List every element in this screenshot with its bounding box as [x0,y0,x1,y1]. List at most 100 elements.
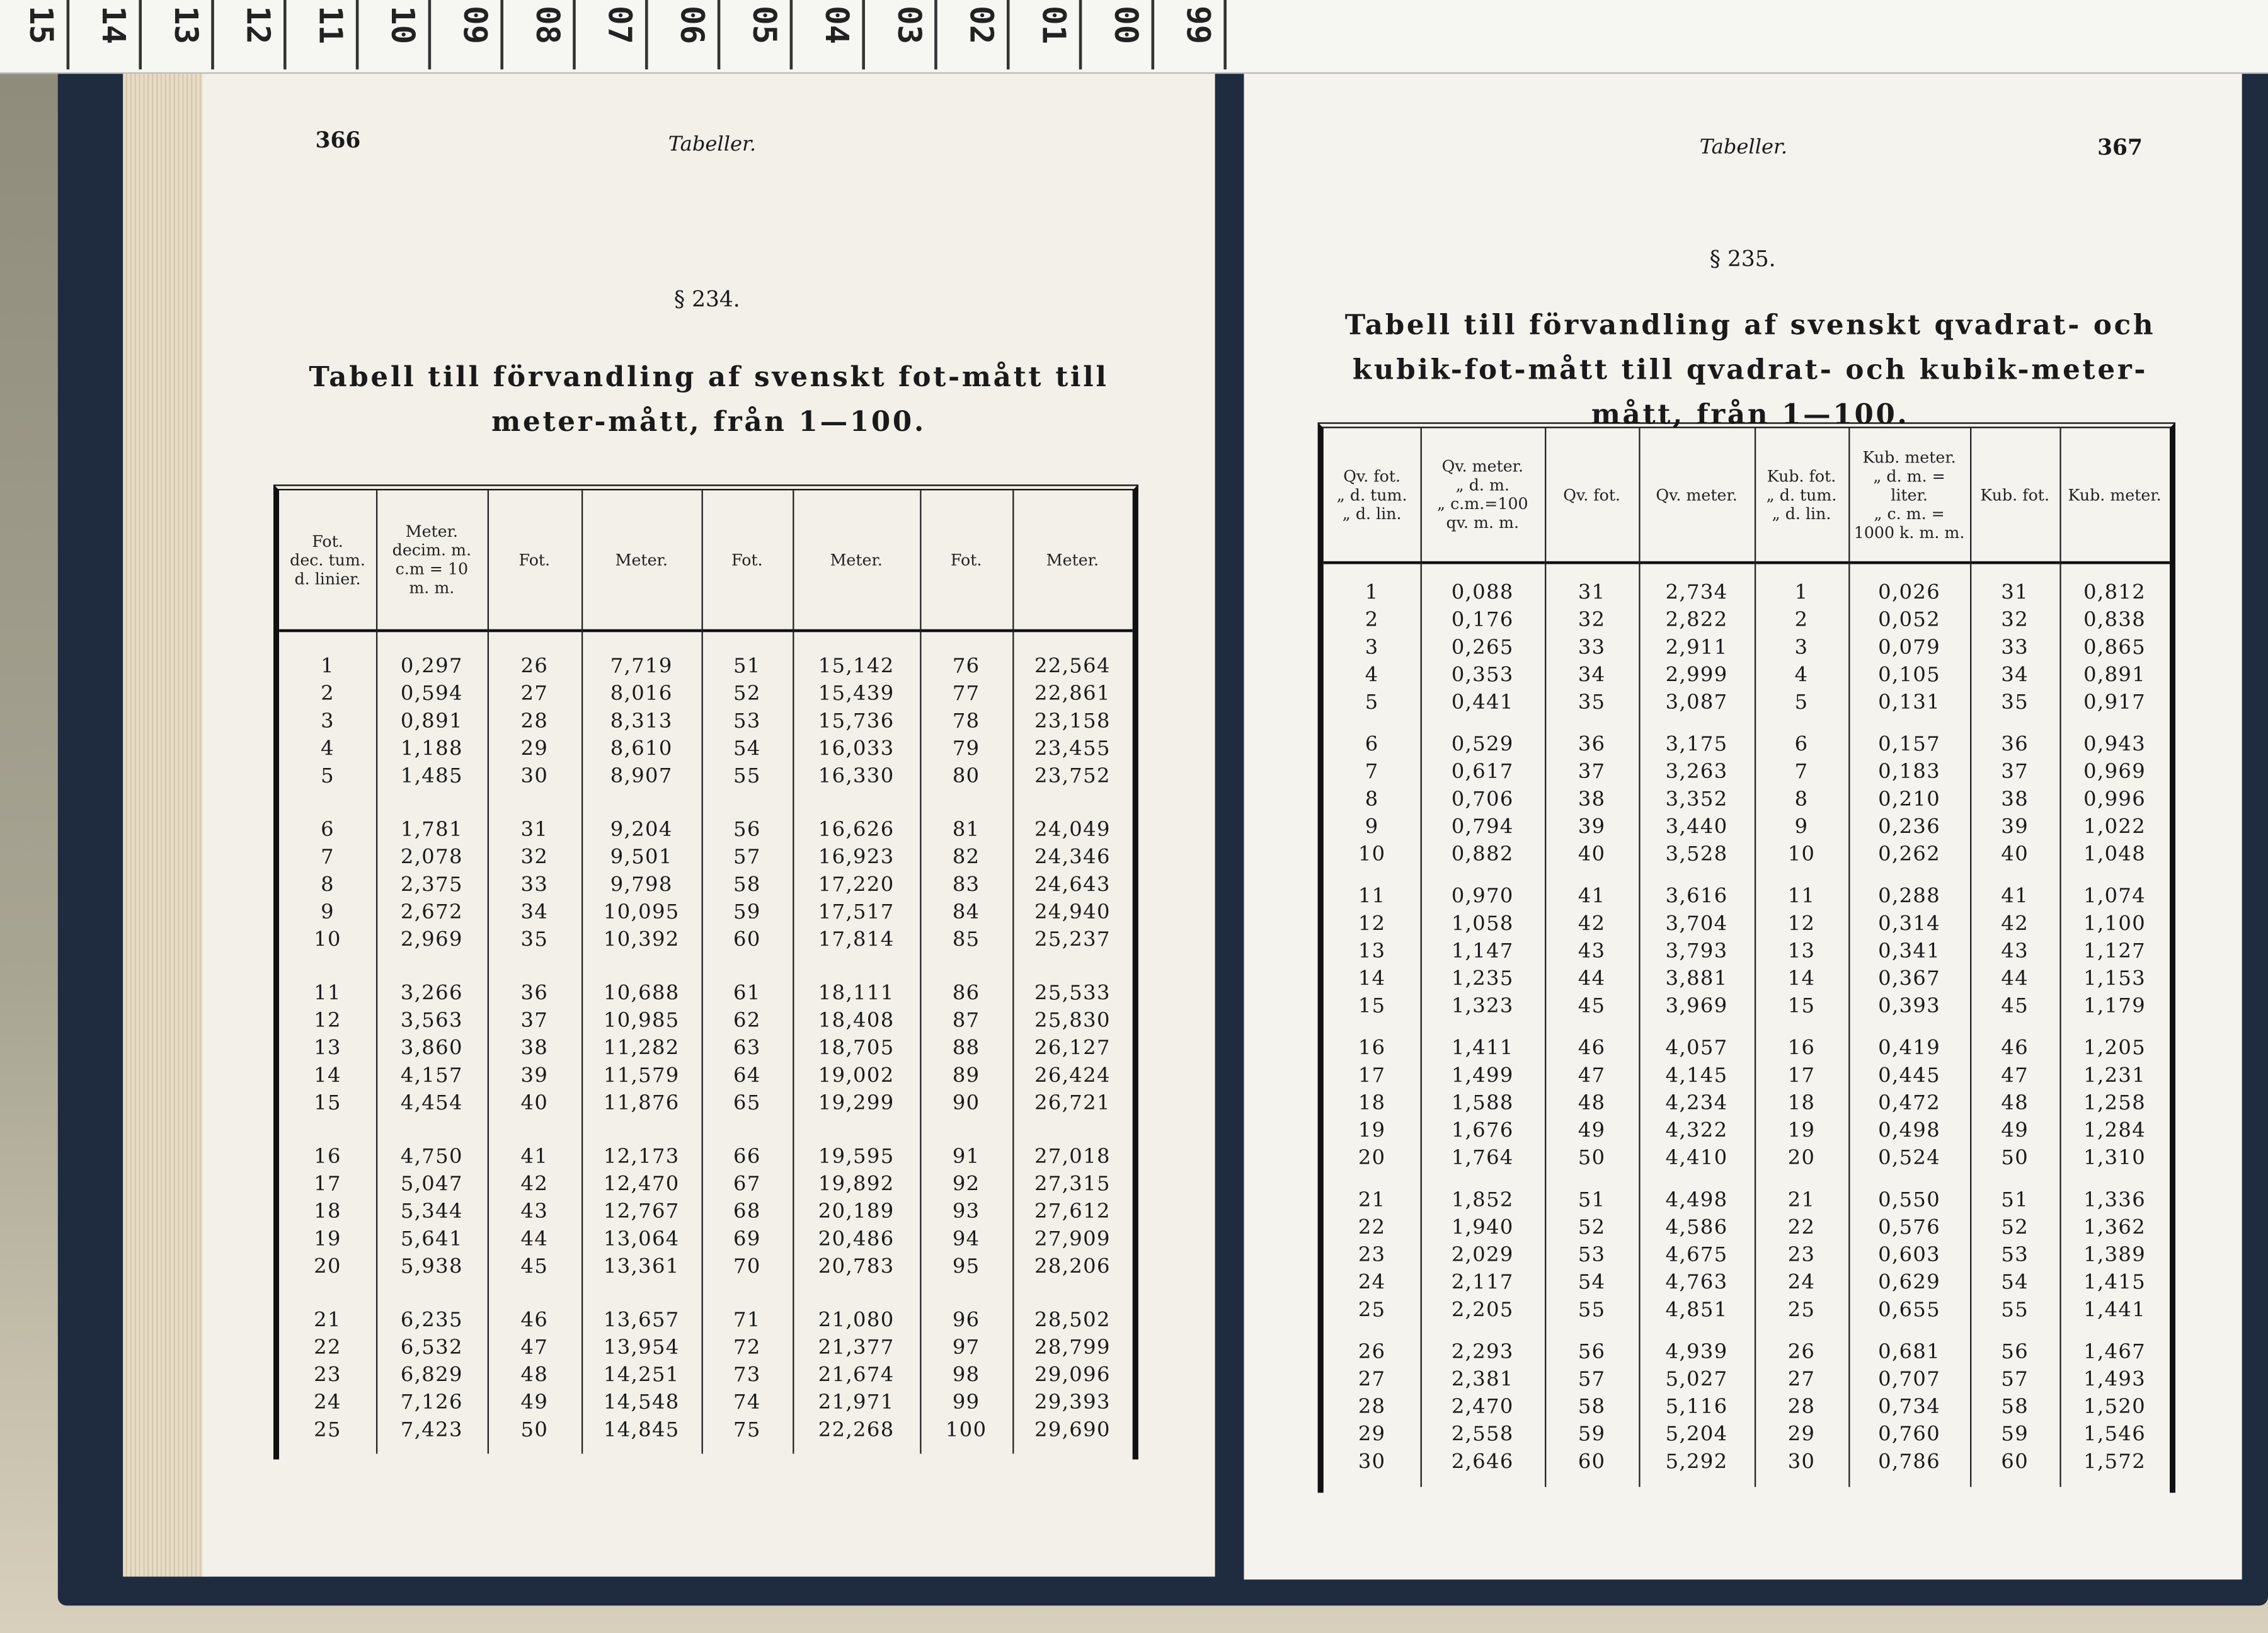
ruler-label: 15 [21,6,58,45]
table-cell: 56 [2001,1341,2029,1365]
table-cell: 7 [321,846,335,869]
table-cell: 5,027 [1665,1368,1728,1392]
table-cell: 30 [1358,1450,1386,1474]
table-cell: 24,346 [1034,846,1111,869]
table-cell: 54 [1578,1271,1606,1295]
table-cell: 13 [1787,940,1816,964]
table-cell: 18,111 [818,982,895,1006]
table-cell: 32 [1578,609,1606,633]
ruler: 15 14 13 12 11 10 09 08 07 06 05 04 03 02 01 00 99 [0,0,2268,74]
table-cell: 0,288 [1878,885,1941,908]
table-cell: 76 [952,655,980,679]
table-cell: 18,408 [818,1009,895,1033]
table-cell: 6,829 [400,1364,463,1387]
ruler-label: 99 [1179,6,1215,45]
table-cell: 0,970 [1451,885,1514,908]
table-cell: 43 [2001,940,2029,964]
table-cell: 12 [314,1009,341,1033]
table-cell: 0,891 [2083,663,2146,687]
table-cell: 92 [952,1172,980,1196]
table-cell: 44 [2001,967,2029,991]
ruler-label: 13 [166,6,203,45]
table-cell: 0,629 [1878,1271,1941,1295]
column-header: Qv. fot. [1563,485,1621,505]
table-cell: 4 [1365,663,1379,687]
ruler-label: 07 [600,6,637,45]
table-cell: 89 [952,1064,980,1088]
table-cell: 14 [1358,967,1386,991]
table-cell: 0,706 [1451,788,1514,812]
table-cell: 1,022 [2083,815,2146,839]
table-cell: 28,502 [1034,1309,1111,1332]
table-cell: 4 [1794,663,1809,687]
ruler-tick [1079,0,1082,70]
table-cell: 3 [321,710,335,734]
table-cell: 0,262 [1878,843,1941,867]
table-cell: 1,411 [1451,1037,1514,1060]
table-cell: 0,236 [1878,815,1941,839]
table-cell: 28 [520,710,549,734]
column-header: Qv. meter. [1656,485,1738,505]
table-cell: 0,183 [1878,760,1941,784]
column-rule [1639,428,1641,1487]
table-cell: 3,969 [1665,995,1728,1019]
section-number: § 235. [1709,246,1776,272]
table-cell: 3,860 [400,1037,463,1060]
table-cell: 33 [1578,636,1606,660]
table-cell: 1,467 [2083,1341,2146,1365]
table-cell: 7,423 [400,1419,463,1443]
table-cell: 36 [520,982,549,1006]
left-page [202,36,1215,1577]
table-cell: 3,704 [1665,912,1728,936]
table-cell: 31 [2001,581,2029,605]
table-cell: 8,313 [610,710,673,734]
table-cell: 19,892 [818,1172,895,1196]
table-cell: 28 [1787,1395,1816,1419]
table-cell: 26,127 [1034,1037,1111,1060]
page-number: 366 [315,127,361,154]
table-cell: 43 [1578,940,1606,964]
table-cell: 88 [952,1037,980,1060]
table-cell: 30 [520,765,549,789]
table-cell: 49 [1578,1120,1606,1143]
table-cell: 3,793 [1665,940,1728,964]
table-cell: 17,220 [818,873,895,897]
table-cell: 29,393 [1034,1391,1111,1415]
table-frame [273,484,1138,1460]
table-cell: 0,341 [1878,940,1941,964]
table-cell: 27,018 [1034,1145,1111,1169]
table-cell: 10 [1787,843,1816,867]
table-cell: 13,657 [603,1309,680,1332]
table-cell: 59 [733,901,761,925]
table-cell: 32 [2001,609,2029,633]
table-cell: 72 [733,1336,761,1360]
table-cell: 11 [1787,885,1816,908]
table-cell: 21 [314,1309,341,1332]
table-cell: 58 [733,873,761,897]
table-cell: 2 [1794,609,1809,633]
table-cell: 16,330 [818,765,895,789]
table-cell: 2,117 [1451,1271,1514,1295]
table-cell: 7 [1794,760,1809,784]
table-cell: 41 [1578,885,1606,908]
table-cell: 54 [2001,1271,2029,1295]
table-cell: 85 [952,928,980,952]
table-cell: 59 [1578,1423,1606,1447]
table-cell: 20 [1787,1147,1816,1171]
table-cell: 6,532 [400,1336,463,1360]
table-cell: 11,282 [603,1037,680,1060]
table-cell: 3,616 [1665,885,1728,908]
table-cell: 7,719 [610,655,673,679]
table-cell: 18 [1787,1092,1816,1116]
table-cell: 4,851 [1665,1298,1728,1322]
table-cell: 15 [1787,995,1816,1019]
table-cell: 0,265 [1451,636,1514,660]
table-cell: 55 [2001,1298,2029,1322]
table-cell: 39 [520,1064,549,1088]
table-cell: 14 [1787,967,1816,991]
table-cell: 2,646 [1451,1450,1514,1474]
table-cell: 2,911 [1665,636,1728,660]
ruler-tick [862,0,865,70]
table-cell: 33 [520,873,549,897]
table-cell: 91 [952,1145,980,1169]
